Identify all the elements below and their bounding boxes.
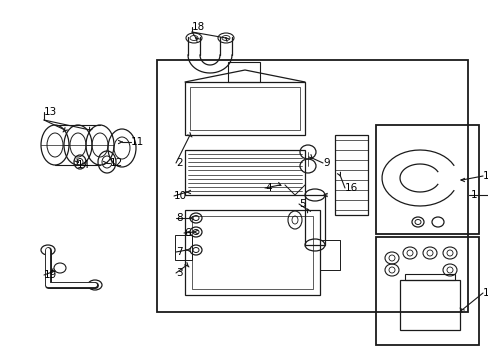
Bar (404, 274, 454, 280)
Bar (375, 237, 478, 345)
Bar (305, 195, 325, 245)
Text: 15: 15 (482, 288, 488, 298)
Text: 12: 12 (110, 158, 123, 168)
Bar (227, 62, 260, 82)
Text: 4: 4 (264, 183, 271, 193)
Text: 5: 5 (298, 199, 305, 209)
Text: 14: 14 (77, 160, 90, 170)
Text: 13: 13 (44, 107, 57, 117)
Bar (334, 135, 367, 215)
Text: 18: 18 (192, 22, 205, 32)
Bar (175, 235, 192, 260)
Text: 17: 17 (482, 171, 488, 181)
Bar (399, 280, 459, 330)
Text: 6: 6 (183, 228, 190, 238)
Text: 16: 16 (345, 183, 358, 193)
Bar (375, 125, 478, 234)
Text: 9: 9 (323, 158, 329, 168)
Bar (157, 60, 467, 312)
Bar (192, 216, 312, 289)
Text: 10: 10 (174, 191, 187, 201)
Text: 7: 7 (176, 247, 182, 257)
Bar (184, 150, 305, 195)
Text: 1: 1 (470, 190, 477, 200)
Text: 11: 11 (131, 137, 144, 147)
Bar (184, 210, 319, 295)
Text: 8: 8 (176, 213, 182, 223)
Text: 19: 19 (44, 270, 57, 280)
Bar (184, 82, 305, 135)
Text: 3: 3 (176, 268, 182, 278)
Text: 2: 2 (176, 158, 182, 168)
Bar (190, 87, 299, 130)
